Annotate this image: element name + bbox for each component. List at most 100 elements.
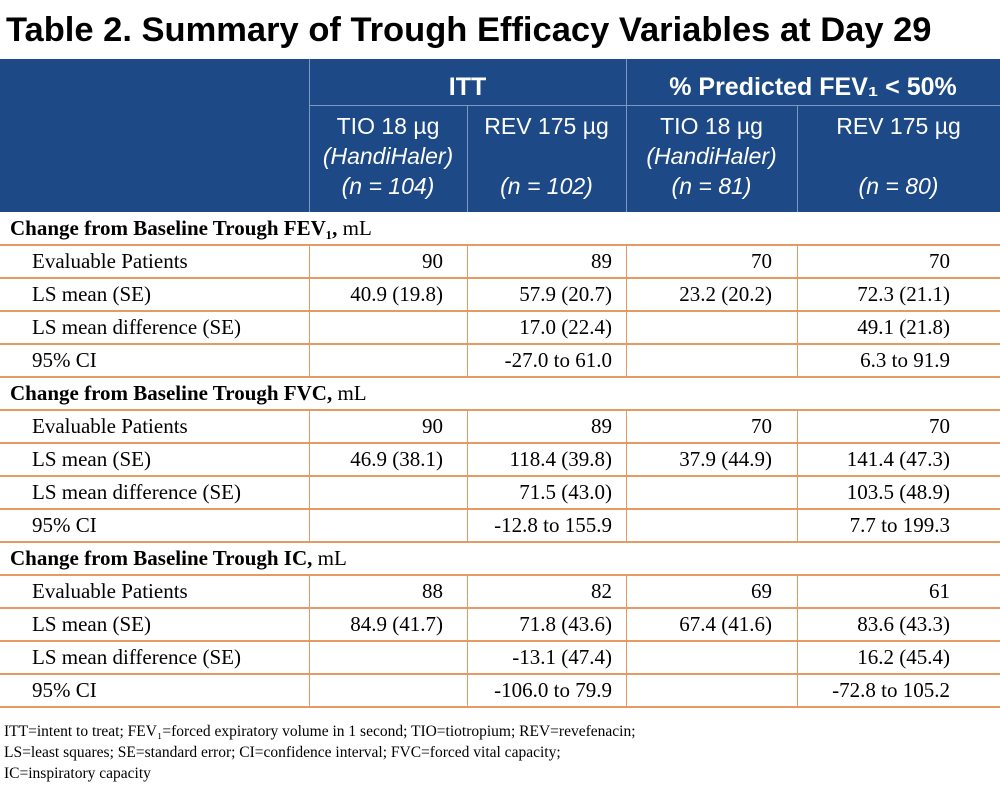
column-drug: TIO 18 µg <box>660 113 763 139</box>
column-divider <box>467 410 468 443</box>
table-row: 95% CI -106.0 to 79.9 -72.8 to 105.2 <box>0 674 1000 707</box>
column-drug: REV 175 µg <box>836 113 961 139</box>
column-divider <box>626 476 627 509</box>
column-divider <box>309 410 310 443</box>
column-divider <box>309 476 310 509</box>
row-label: LS mean (SE) <box>32 612 151 636</box>
column-divider <box>309 641 310 674</box>
column-divider <box>309 443 310 476</box>
row-label: LS mean difference (SE) <box>32 480 241 504</box>
column-divider <box>309 575 310 608</box>
row-value: 40.9 (19.8) <box>350 282 443 306</box>
row-value: 23.2 (20.2) <box>679 282 772 306</box>
header-divider <box>797 106 798 212</box>
row-value: 103.5 (48.9) <box>846 480 950 504</box>
row-value: 46.9 (38.1) <box>350 447 443 471</box>
column-divider <box>797 641 798 674</box>
row-value: 72.3 (21.1) <box>857 282 950 306</box>
row-value: 141.4 (47.3) <box>846 447 950 471</box>
column-divider <box>797 311 798 344</box>
row-rule <box>0 706 1000 708</box>
column-divider <box>797 674 798 707</box>
group-header-fev-subgroup: % Predicted FEV₁ < 50% <box>669 73 957 101</box>
column-divider <box>309 311 310 344</box>
column-divider <box>467 641 468 674</box>
column-n: (n = 102) <box>500 173 593 199</box>
group-header-rule <box>309 105 1000 106</box>
table-row: LS mean difference (SE) -13.1 (47.4) 16.2 … <box>0 641 1000 674</box>
column-header-tio-subgroup: TIO 18 µg (HandiHaler) (n = 81) <box>626 111 797 201</box>
table-row: Evaluable Patients 88 82 69 61 <box>0 575 1000 608</box>
row-rule <box>0 607 1000 609</box>
row-value: 88 <box>422 579 443 603</box>
column-divider <box>797 476 798 509</box>
column-n: (n = 81) <box>671 173 752 199</box>
header-divider <box>309 59 310 212</box>
group-header-itt: ITT <box>448 73 487 101</box>
column-drug: TIO 18 µg <box>336 113 440 139</box>
column-divider <box>309 509 310 542</box>
row-rule <box>0 244 1000 246</box>
row-rule <box>0 640 1000 642</box>
section-heading: Change from Baseline Trough IC, mL <box>0 542 1000 575</box>
table-header: ITT % Predicted FEV₁ < 50% TIO 18 µg (Ha… <box>0 59 1000 212</box>
column-device <box>797 141 1000 171</box>
column-divider <box>626 344 627 377</box>
row-value: -27.0 to 61.0 <box>504 348 612 372</box>
column-divider <box>626 443 627 476</box>
column-divider <box>467 575 468 608</box>
row-rule <box>0 376 1000 378</box>
column-divider <box>797 608 798 641</box>
table-title: Table 2. Summary of Trough Efficacy Vari… <box>6 11 932 49</box>
row-value: 17.0 (22.4) <box>519 315 612 339</box>
row-value: 83.6 (43.3) <box>857 612 950 636</box>
column-divider <box>626 608 627 641</box>
column-divider <box>626 509 627 542</box>
row-value: 7.7 to 199.3 <box>849 513 950 537</box>
column-header-rev-itt: REV 175 µg (n = 102) <box>467 111 626 201</box>
row-value: 84.9 (41.7) <box>350 612 443 636</box>
row-value: 69 <box>751 579 772 603</box>
column-divider <box>797 443 798 476</box>
section-heading: Change from Baseline Trough FVC, mL <box>0 377 1000 410</box>
row-label: 95% CI <box>32 678 97 702</box>
table-row: LS mean (SE) 46.9 (38.1) 118.4 (39.8) 37.9 … <box>0 443 1000 476</box>
column-divider <box>797 575 798 608</box>
row-value: -13.1 (47.4) <box>512 645 612 669</box>
footnote: ITT=intent to treat; FEV₁=forced expirat… <box>4 721 994 784</box>
table-row: Evaluable Patients 90 89 70 70 <box>0 410 1000 443</box>
column-divider <box>626 641 627 674</box>
row-value: 90 <box>422 414 443 438</box>
row-value: 6.3 to 91.9 <box>860 348 950 372</box>
header-divider <box>467 106 468 212</box>
row-value: 71.8 (43.6) <box>519 612 612 636</box>
column-divider <box>626 575 627 608</box>
footnote-line: ITT=intent to treat; FEV₁=forced expirat… <box>4 723 636 740</box>
row-rule <box>0 508 1000 510</box>
row-value: 70 <box>751 414 772 438</box>
table-row: 95% CI -27.0 to 61.0 6.3 to 91.9 <box>0 344 1000 377</box>
column-divider <box>467 344 468 377</box>
column-n: (n = 104) <box>341 173 435 199</box>
row-rule <box>0 475 1000 477</box>
row-label: 95% CI <box>32 348 97 372</box>
column-device: (HandiHaler) <box>322 143 454 169</box>
table-row: 95% CI -12.8 to 155.9 7.7 to 199.3 <box>0 509 1000 542</box>
row-rule <box>0 277 1000 279</box>
row-label: LS mean difference (SE) <box>32 645 241 669</box>
column-divider <box>467 476 468 509</box>
section-heading: Change from Baseline Trough FEV₁, mL <box>0 212 1000 245</box>
section-title: Change from Baseline Trough FVC, <box>10 381 333 405</box>
column-divider <box>626 674 627 707</box>
column-header-rev-subgroup: REV 175 µg (n = 80) <box>797 111 1000 201</box>
column-divider <box>797 410 798 443</box>
row-value: -106.0 to 79.9 <box>494 678 612 702</box>
row-value: 71.5 (43.0) <box>519 480 612 504</box>
column-divider <box>626 245 627 278</box>
row-rule <box>0 310 1000 312</box>
footnote-line: LS=least squares; SE=standard error; CI=… <box>4 744 561 761</box>
column-divider <box>309 674 310 707</box>
row-value: -72.8 to 105.2 <box>832 678 950 702</box>
column-divider <box>467 311 468 344</box>
row-label: Evaluable Patients <box>32 579 188 603</box>
